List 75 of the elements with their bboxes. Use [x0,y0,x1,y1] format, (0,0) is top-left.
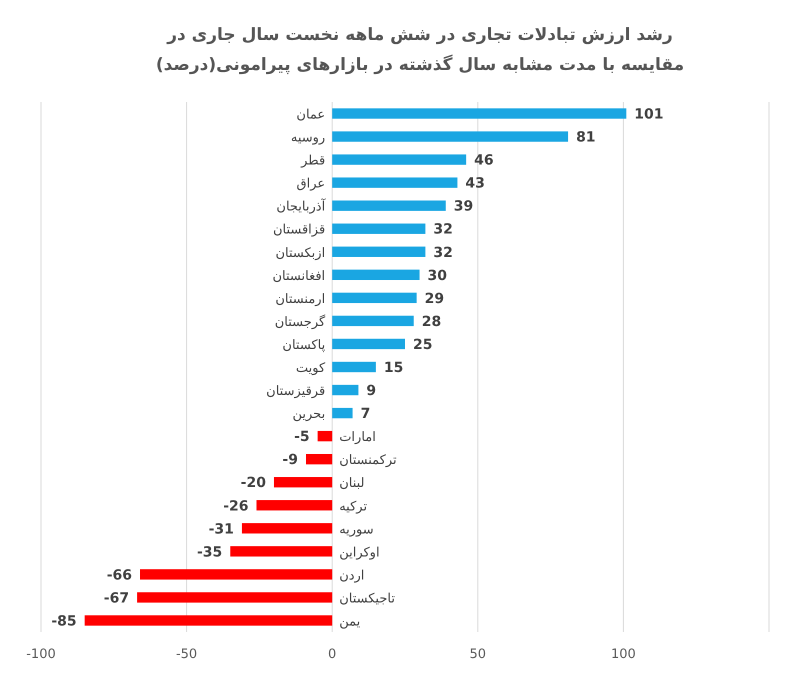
y-tick-label: عراق [296,176,326,192]
y-tick-label: ارمنستان [275,292,326,307]
chart-title: رشد ارزش تبادلات تجاری در شش ماهه نخست سال جاری در مقایسه با مدت مشابه سال گذشته در بازارهای پیرامونی(درصد) [156,25,684,75]
y-tick-label: کویت [296,361,326,376]
data-label: 25 [413,336,432,353]
bar [274,477,332,488]
bar [140,569,332,580]
data-label: -26 [223,498,248,514]
bar [332,200,446,211]
y-tick-label: عمان [296,108,326,123]
x-tick-label: -50 [176,647,198,662]
y-tick-label: پاکستان [282,338,326,353]
y-tick-label: تاجیکستان [339,591,396,606]
data-label: 39 [454,198,474,215]
data-label: 43 [465,176,485,192]
y-tick-label: ترکمنستان [339,453,398,468]
y-tick-label: آذربایجان [276,198,327,215]
data-label: -67 [104,590,130,606]
y-tick-label: ترکیه [339,499,368,514]
data-label: -20 [240,475,266,492]
y-tick-label: اردن [339,568,364,584]
y-tick-label: سوریه [339,522,374,538]
data-label: -31 [208,521,234,538]
y-tick-label: ازبکستان [275,246,326,261]
bar [332,108,626,119]
x-tick-label: -100 [26,647,56,662]
bar [332,270,420,280]
bar [332,362,376,372]
data-label: -9 [282,452,298,468]
data-label: 81 [576,130,596,146]
bar [242,523,332,534]
data-label: 32 [433,222,453,238]
data-label: 32 [433,244,453,261]
bar [332,338,405,350]
bar [332,154,466,165]
bar [332,177,458,188]
data-label: 30 [428,268,448,284]
x-tick-label: 50 [470,647,486,662]
bar [332,384,358,396]
bar [332,408,353,418]
data-label: 9 [366,383,376,400]
x-tick-label: 0 [328,647,336,662]
y-tick-label: افغانستان [272,268,326,284]
data-label: 28 [422,314,442,330]
y-tick-label: قزاقستان [272,222,326,238]
data-label: 29 [424,290,444,307]
data-label: -35 [196,544,222,560]
y-tick-label: بحرین [292,407,326,422]
bar [332,131,568,142]
data-label: -85 [51,613,77,630]
bar [332,292,417,304]
data-label: 46 [474,152,494,169]
bar [256,500,332,510]
data-label: -5 [294,429,310,446]
bar [306,454,332,464]
y-tick-label: امارات [339,430,376,446]
bar [332,316,414,326]
x-tick-label: 100 [610,647,636,662]
bar [230,546,332,557]
data-label: -66 [106,567,132,584]
y-tick-label: قرقیزستان [266,384,326,400]
data-label: 7 [360,406,370,422]
bar [332,224,426,234]
y-tick-label: لبنان [339,476,365,492]
bar [84,615,332,626]
bar [137,592,332,603]
data-label: 101 [634,106,664,123]
bar [318,430,332,442]
data-label: 15 [384,360,404,376]
y-tick-label: قطر [300,154,326,169]
y-tick-label: گرجستان [274,314,326,330]
y-tick-label: اوکراین [339,545,380,560]
y-tick-label: یمن [339,614,361,630]
bar [332,246,426,257]
y-tick-label: روسیه [290,130,326,146]
